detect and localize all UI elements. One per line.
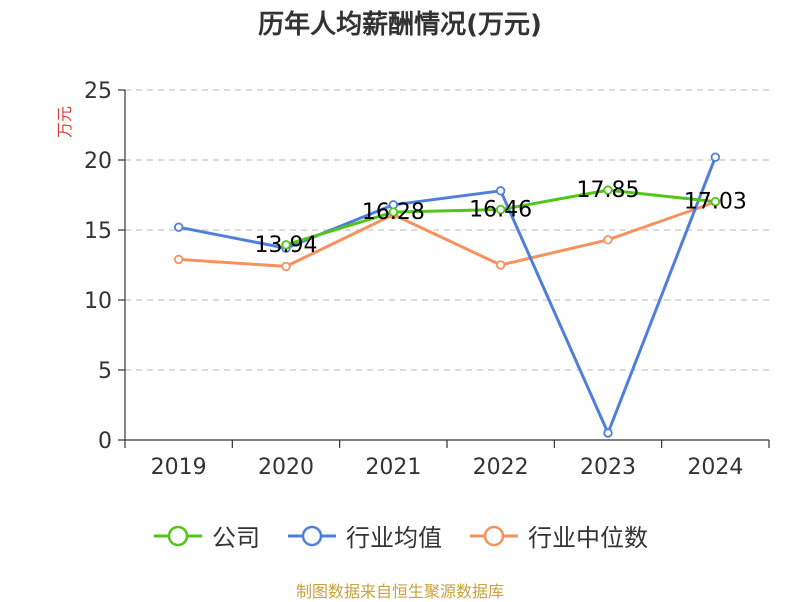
data-label: 16.28 — [362, 200, 425, 225]
series-line-2 — [178, 200, 716, 268]
data-point — [495, 260, 506, 270]
x-tick-label: 2022 — [473, 455, 529, 480]
y-tick-label: 25 — [84, 79, 112, 104]
data-point — [710, 152, 721, 162]
data-label-layer: 13.94 16.28 16.46 17.85 17.03 — [255, 178, 747, 258]
data-point — [603, 428, 613, 438]
legend-line-marker-icon — [288, 525, 336, 546]
series-layer — [173, 152, 721, 438]
chart-title: 历年人均薪酬情况(万元) — [258, 10, 542, 40]
data-label: 17.03 — [684, 190, 747, 215]
y-tick-label: 20 — [84, 149, 112, 174]
data-point — [173, 254, 184, 265]
x-tick-label: 2024 — [687, 455, 743, 480]
source-note: 制图数据来自恒生聚源数据库 — [295, 582, 504, 601]
data-point — [710, 196, 721, 207]
x-tick-label: 2023 — [580, 455, 636, 480]
data-point — [495, 186, 506, 196]
data-label: 16.46 — [469, 198, 532, 223]
legend-marker — [167, 525, 189, 546]
data-point — [281, 240, 291, 250]
data-point — [281, 261, 291, 272]
y-axis-label: 万元 — [55, 106, 74, 138]
grid-layer — [125, 89, 769, 371]
y-tick-label: 10 — [84, 289, 112, 314]
legend-label: 公司 — [212, 524, 260, 552]
data-label: 17.85 — [577, 178, 640, 203]
legend-label: 行业均值 — [346, 524, 442, 552]
data-point — [603, 235, 613, 245]
legend-marker — [483, 525, 505, 546]
legend-item-1[interactable]: 行业均值 — [286, 518, 442, 553]
axis-layer: 0 5 10 15 20 25 2019 2020 2021 2022 2023 2024 万元 — [55, 79, 770, 480]
x-tick-label: 2020 — [258, 455, 314, 480]
data-point — [173, 222, 184, 232]
legend-item-0[interactable]: 公司 — [152, 518, 260, 553]
data-point — [603, 185, 613, 195]
x-tick-label: 2021 — [365, 455, 421, 480]
y-tick-label: 0 — [98, 429, 112, 454]
data-point — [495, 204, 506, 215]
data-label: 13.94 — [255, 233, 318, 258]
y-tick-label: 15 — [84, 219, 112, 244]
legend-line-marker-icon — [154, 525, 202, 546]
series-line-1 — [178, 156, 717, 435]
y-tick-label: 5 — [98, 359, 112, 384]
legend: 公司 行业均值 行业中位数 — [0, 518, 800, 553]
legend-marker — [301, 525, 323, 546]
legend-line-marker-icon — [470, 525, 518, 546]
x-tick-label: 2019 — [151, 455, 207, 480]
legend-label: 行业中位数 — [528, 524, 648, 552]
legend-item-2[interactable]: 行业中位数 — [468, 518, 648, 553]
data-point — [388, 207, 399, 217]
